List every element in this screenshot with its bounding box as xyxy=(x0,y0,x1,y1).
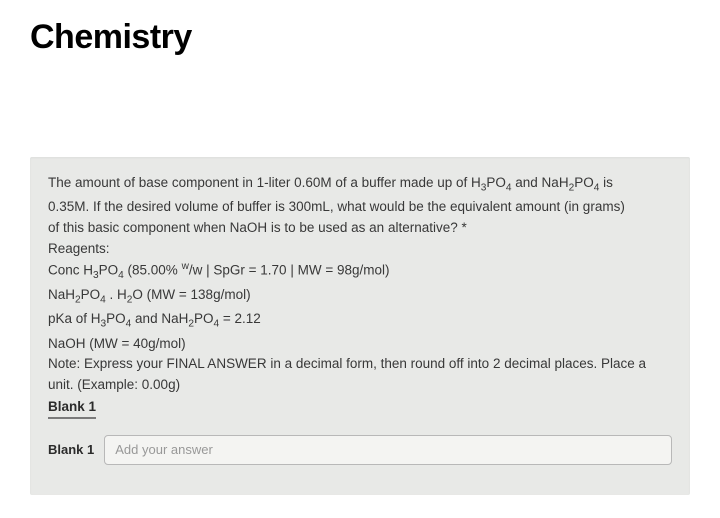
blank-label: Blank 1 xyxy=(48,442,94,457)
reagents-label: Reagents: xyxy=(48,239,672,259)
page-title: Chemistry xyxy=(30,18,690,57)
reagent-2: NaH2PO4 . H2O (MW = 138g/mol) xyxy=(48,285,672,308)
text: is xyxy=(599,175,613,190)
text: pKa of H xyxy=(48,311,101,326)
question-line-3: of this basic component when NaOH is to … xyxy=(48,218,672,238)
text: . H xyxy=(106,287,127,302)
answer-row: Blank 1 xyxy=(48,435,672,465)
text: and NaH xyxy=(512,175,569,190)
question-body: The amount of base component in 1-liter … xyxy=(48,173,672,419)
blank-heading: Blank 1 xyxy=(48,397,96,419)
text: PO xyxy=(99,263,119,278)
note-line-2: unit. (Example: 0.00g) xyxy=(48,375,672,395)
text: PO xyxy=(81,287,101,302)
text: O (MW = 138g/mol) xyxy=(132,287,250,302)
text: (85.00% xyxy=(124,263,182,278)
text: NaH xyxy=(48,287,75,302)
text: Conc H xyxy=(48,263,93,278)
text: /w | SpGr = 1.70 | MW = 98g/mol) xyxy=(189,263,390,278)
text: The amount of base component in 1-liter … xyxy=(48,175,481,190)
text: and NaH xyxy=(131,311,188,326)
question-line-2: 0.35M. If the desired volume of buffer i… xyxy=(48,197,672,217)
reagents-block: Reagents: Conc H3PO4 (85.00% w/w | SpGr … xyxy=(48,239,672,353)
text: PO xyxy=(574,175,594,190)
text: PO xyxy=(486,175,506,190)
text: PO xyxy=(106,311,126,326)
question-card: The amount of base component in 1-liter … xyxy=(30,157,690,495)
reagent-4: NaOH (MW = 40g/mol) xyxy=(48,334,672,354)
text: = 2.12 xyxy=(219,311,261,326)
superscript: w xyxy=(182,261,189,272)
reagent-3: pKa of H3PO4 and NaH2PO4 = 2.12 xyxy=(48,309,672,332)
reagent-1: Conc H3PO4 (85.00% w/w | SpGr = 1.70 | M… xyxy=(48,260,672,284)
note-line-1: Note: Express your FINAL ANSWER in a dec… xyxy=(48,354,672,374)
question-line-1: The amount of base component in 1-liter … xyxy=(48,173,672,196)
text: PO xyxy=(194,311,214,326)
answer-input[interactable] xyxy=(104,435,672,465)
